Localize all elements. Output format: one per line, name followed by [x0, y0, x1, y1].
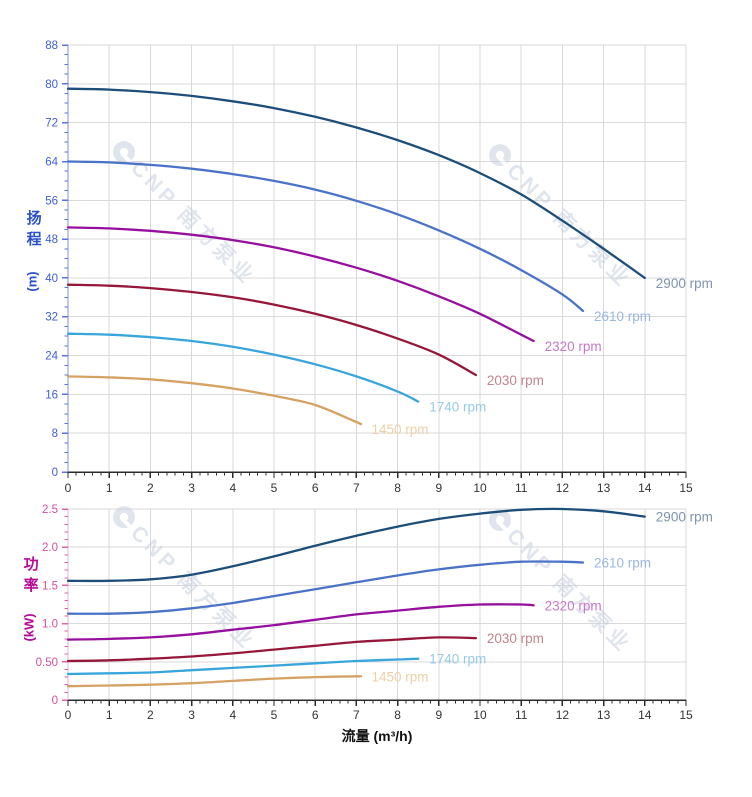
- y-tick-label: 1.5: [42, 580, 58, 592]
- curve-2900-rpm-head-chart: [66, 87, 646, 280]
- x-tick-label: 10: [473, 481, 487, 495]
- x-tick-label: 6: [312, 708, 319, 722]
- x-tick-label: 14: [638, 481, 652, 495]
- series-label-1740-rpm-power-chart: 1740 rpm: [429, 652, 486, 667]
- x-tick-label: 1: [106, 708, 113, 722]
- x-tick-label: 2: [147, 481, 154, 495]
- x-tick-label: 6: [312, 481, 319, 495]
- x-tick-label: 5: [271, 481, 278, 495]
- y-tick-label: 88: [45, 40, 58, 52]
- y-tick-label: 1.0: [42, 619, 58, 631]
- y-tick-label: 2.0: [42, 542, 58, 554]
- brand-logo-icon-notch: [120, 517, 133, 529]
- brand-logo-icon-hole: [495, 515, 505, 525]
- y-tick-label: 72: [45, 118, 58, 130]
- x-tick-label: 12: [556, 708, 570, 722]
- series-label-2610-rpm-power-chart: 2610 rpm: [594, 556, 651, 571]
- x-tick-label: 8: [394, 708, 401, 722]
- y-tick-label: 16: [45, 389, 58, 401]
- series-label-1450-rpm-power-chart: 1450 rpm: [372, 669, 429, 684]
- x-tick-label: 10: [473, 708, 487, 722]
- y-tick-label: 0: [52, 695, 58, 707]
- x-tick-label: 0: [65, 481, 72, 495]
- brand-watermark: CNP 南方泵业: [489, 144, 636, 293]
- curve-2320-rpm-head-chart: [66, 226, 535, 343]
- x-tick-label: 12: [556, 481, 570, 495]
- x-tick-label: 11: [515, 481, 528, 495]
- curve-2030-rpm-power-chart: [66, 636, 478, 663]
- curve-2030-rpm-head-chart: [66, 283, 478, 377]
- curve-1740-rpm-head-chart: [66, 332, 420, 403]
- head-axis-unit-text: (m): [24, 271, 40, 292]
- series-label-2900-rpm-power-chart: 2900 rpm: [656, 510, 713, 525]
- series-label-2320-rpm-power-chart: 2320 rpm: [545, 598, 602, 613]
- series-label-1450-rpm-head-chart: 1450 rpm: [372, 422, 429, 437]
- brand-logo-icon-hole: [119, 512, 129, 522]
- x-tick-label: 2: [147, 708, 154, 722]
- brand-logo-icon-notch: [496, 520, 509, 532]
- series-label-2610-rpm-head-chart: 2610 rpm: [594, 309, 651, 324]
- x-tick-label: 8: [394, 481, 401, 495]
- brand-logo-icon-notch: [496, 155, 509, 167]
- brand-watermark: CNP 南方泵业: [113, 141, 260, 290]
- brand-logo-icon-hole: [495, 150, 505, 160]
- brand-logo-icon-hole: [119, 147, 129, 157]
- y-tick-label: 0: [52, 467, 58, 479]
- x-tick-label: 13: [597, 708, 611, 722]
- power-axis-title: 功率 (kW): [16, 556, 44, 642]
- x-tick-label: 9: [435, 708, 442, 722]
- y-tick-label: 56: [45, 195, 58, 207]
- curve-2900-rpm-power-chart: [66, 507, 646, 583]
- x-tick-label: 0: [65, 708, 72, 722]
- curve-2610-rpm-power-chart: [66, 560, 585, 615]
- x-tick-label: 5: [271, 708, 278, 722]
- y-tick-label: 2.5: [42, 504, 58, 516]
- x-tick-label: 15: [679, 708, 693, 722]
- curve-2320-rpm-power-chart: [66, 603, 535, 641]
- y-tick-label: 64: [45, 157, 58, 169]
- curve-1450-rpm-power-chart: [66, 675, 363, 688]
- head-axis-title: 扬程 (m): [20, 210, 46, 292]
- x-tick-label: 7: [353, 481, 360, 495]
- x-tick-label: 15: [679, 481, 693, 495]
- series-label-2320-rpm-head-chart: 2320 rpm: [545, 339, 602, 354]
- x-tick-label: 3: [188, 481, 195, 495]
- series-label-2030-rpm-power-chart: 2030 rpm: [487, 631, 544, 646]
- curve-2610-rpm-head-chart: [66, 160, 585, 313]
- brand-logo-icon-notch: [120, 152, 133, 164]
- y-tick-label: 32: [45, 312, 58, 324]
- y-tick-label: 80: [45, 79, 58, 91]
- series-label-2030-rpm-head-chart: 2030 rpm: [487, 373, 544, 388]
- x-tick-label: 14: [638, 708, 652, 722]
- x-tick-label: 9: [435, 481, 442, 495]
- series-label-1740-rpm-head-chart: 1740 rpm: [429, 400, 486, 415]
- flow-axis-title: 流量 (m³/h): [341, 728, 413, 744]
- curve-1450-rpm-head-chart: [66, 375, 363, 426]
- x-tick-label: 3: [188, 708, 195, 722]
- y-tick-label: 0.50: [36, 657, 58, 669]
- y-tick-label: 40: [45, 273, 58, 285]
- x-tick-label: 4: [229, 708, 236, 722]
- x-tick-label: 1: [106, 481, 113, 495]
- head-axis-title-text: 扬程: [24, 210, 42, 252]
- series-label-2900-rpm-head-chart: 2900 rpm: [656, 276, 713, 291]
- x-tick-label: 7: [353, 708, 360, 722]
- power-axis-unit-text: (kW): [21, 613, 37, 642]
- y-tick-label: 8: [52, 428, 58, 440]
- x-tick-label: 4: [229, 481, 236, 495]
- brand-watermark: CNP 南方泵业: [113, 506, 260, 655]
- y-tick-label: 24: [45, 351, 58, 363]
- y-tick-label: 48: [45, 234, 58, 246]
- x-tick-label: 11: [515, 708, 528, 722]
- power-axis-title-text: 功率: [21, 556, 39, 598]
- x-tick-label: 13: [597, 481, 611, 495]
- curve-1740-rpm-power-chart: [66, 657, 420, 676]
